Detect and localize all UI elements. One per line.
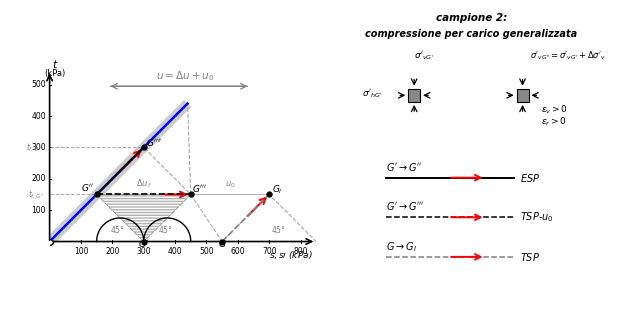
Text: (kPa): (kPa) <box>45 69 66 79</box>
Text: 200: 200 <box>105 247 120 256</box>
Text: 200: 200 <box>32 174 46 183</box>
Text: 600: 600 <box>231 247 245 256</box>
Text: 400: 400 <box>31 112 46 120</box>
Text: 100: 100 <box>74 247 88 256</box>
Text: $t_{f,G''}$: $t_{f,G''}$ <box>28 188 44 201</box>
Text: 800: 800 <box>293 247 308 256</box>
Text: $G_I$: $G_I$ <box>272 184 282 196</box>
Text: 400: 400 <box>168 247 182 256</box>
Text: $G' \rightarrow G''$: $G' \rightarrow G''$ <box>386 161 422 173</box>
Text: $\varepsilon_r > 0$: $\varepsilon_r > 0$ <box>541 116 567 128</box>
Text: compressione per carico generalizzata: compressione per carico generalizzata <box>365 29 577 39</box>
Text: $\varepsilon_v > 0$: $\varepsilon_v > 0$ <box>541 103 568 116</box>
Text: $TSP$-$u_0$: $TSP$-$u_0$ <box>520 210 553 224</box>
Bar <box>408 89 420 102</box>
Text: $45°$: $45°$ <box>158 224 173 235</box>
Text: $s, s\prime$ (kPa): $s, s\prime$ (kPa) <box>270 249 313 261</box>
Text: 300: 300 <box>136 247 151 256</box>
Bar <box>516 89 528 102</box>
Text: 300: 300 <box>31 143 46 152</box>
Text: $u = \Delta u+u_0$: $u = \Delta u+u_0$ <box>156 69 215 83</box>
Polygon shape <box>97 194 191 242</box>
Text: 100: 100 <box>32 206 46 214</box>
Text: $t_{f,G''''}$: $t_{f,G''''}$ <box>25 141 44 153</box>
Text: $\sigma'_{vG'}$: $\sigma'_{vG'}$ <box>414 50 435 62</box>
Text: $\Delta u_f$: $\Delta u_f$ <box>136 178 152 190</box>
Text: $G$: $G$ <box>218 238 226 249</box>
Text: $\sigma'_{hG'}$: $\sigma'_{hG'}$ <box>362 87 383 100</box>
Text: 500: 500 <box>199 247 214 256</box>
Text: $G' \rightarrow G'''$: $G' \rightarrow G'''$ <box>386 200 424 212</box>
Text: 500: 500 <box>31 80 46 89</box>
Text: $TSP$: $TSP$ <box>520 251 539 263</box>
Text: $45°$: $45°$ <box>110 224 125 235</box>
Text: $45°$: $45°$ <box>271 224 286 235</box>
Text: $G \rightarrow G_I$: $G \rightarrow G_I$ <box>386 240 417 254</box>
Text: $G''$: $G''$ <box>81 182 94 193</box>
Text: $G'$: $G'$ <box>138 238 149 249</box>
Text: $\sigma'_{vG''} = \sigma'_{vG'}+\Delta\sigma'_{v}$: $\sigma'_{vG''} = \sigma'_{vG'}+\Delta\s… <box>529 50 606 62</box>
Text: $G'''$: $G'''$ <box>192 183 207 194</box>
Text: 700: 700 <box>262 247 277 256</box>
Text: $G''''$: $G''''$ <box>146 137 162 148</box>
Polygon shape <box>46 100 191 245</box>
Text: $u_0$: $u_0$ <box>224 180 235 190</box>
Text: $ESP$: $ESP$ <box>520 172 540 184</box>
Text: campione 2:: campione 2: <box>436 13 507 23</box>
Text: $t$: $t$ <box>52 58 59 70</box>
